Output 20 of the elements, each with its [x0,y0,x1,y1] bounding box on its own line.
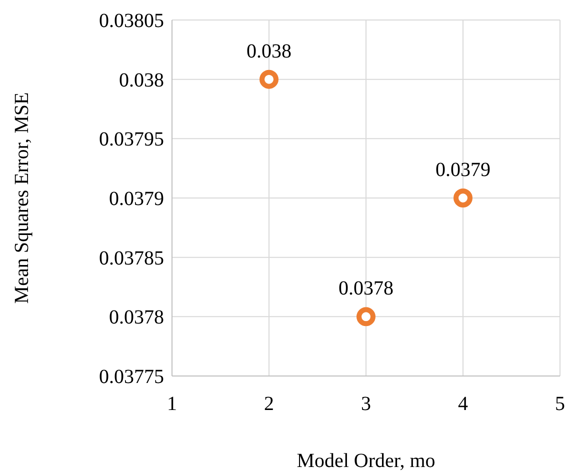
y-tick-label: 0.03775 [99,366,164,388]
data-label: 0.0378 [338,278,394,300]
y-axis-title: Mean Squares Error, MSE [11,92,33,304]
x-tick-label: 4 [458,393,468,415]
point [356,307,376,326]
point [454,188,472,208]
y-tick-label: 0.038 [119,69,164,92]
data-label: 0.038 [246,40,292,62]
x-tick-label: 3 [361,393,371,415]
x-tick-label: 5 [555,393,565,415]
y-tick-label: 0.0379 [109,188,164,210]
point [260,70,278,89]
x-axis-title: Model Order, mo [296,450,436,472]
y-tick-label: 0.03805 [99,10,164,32]
y-tick-label: 0.0378 [109,306,164,329]
x-tick-label: 2 [264,393,274,415]
y-tick-label: 0.03795 [99,128,164,151]
x-tick-label: 1 [167,393,177,415]
y-tick-label: 0.03785 [99,247,164,270]
data-label: 0.0379 [436,159,490,181]
